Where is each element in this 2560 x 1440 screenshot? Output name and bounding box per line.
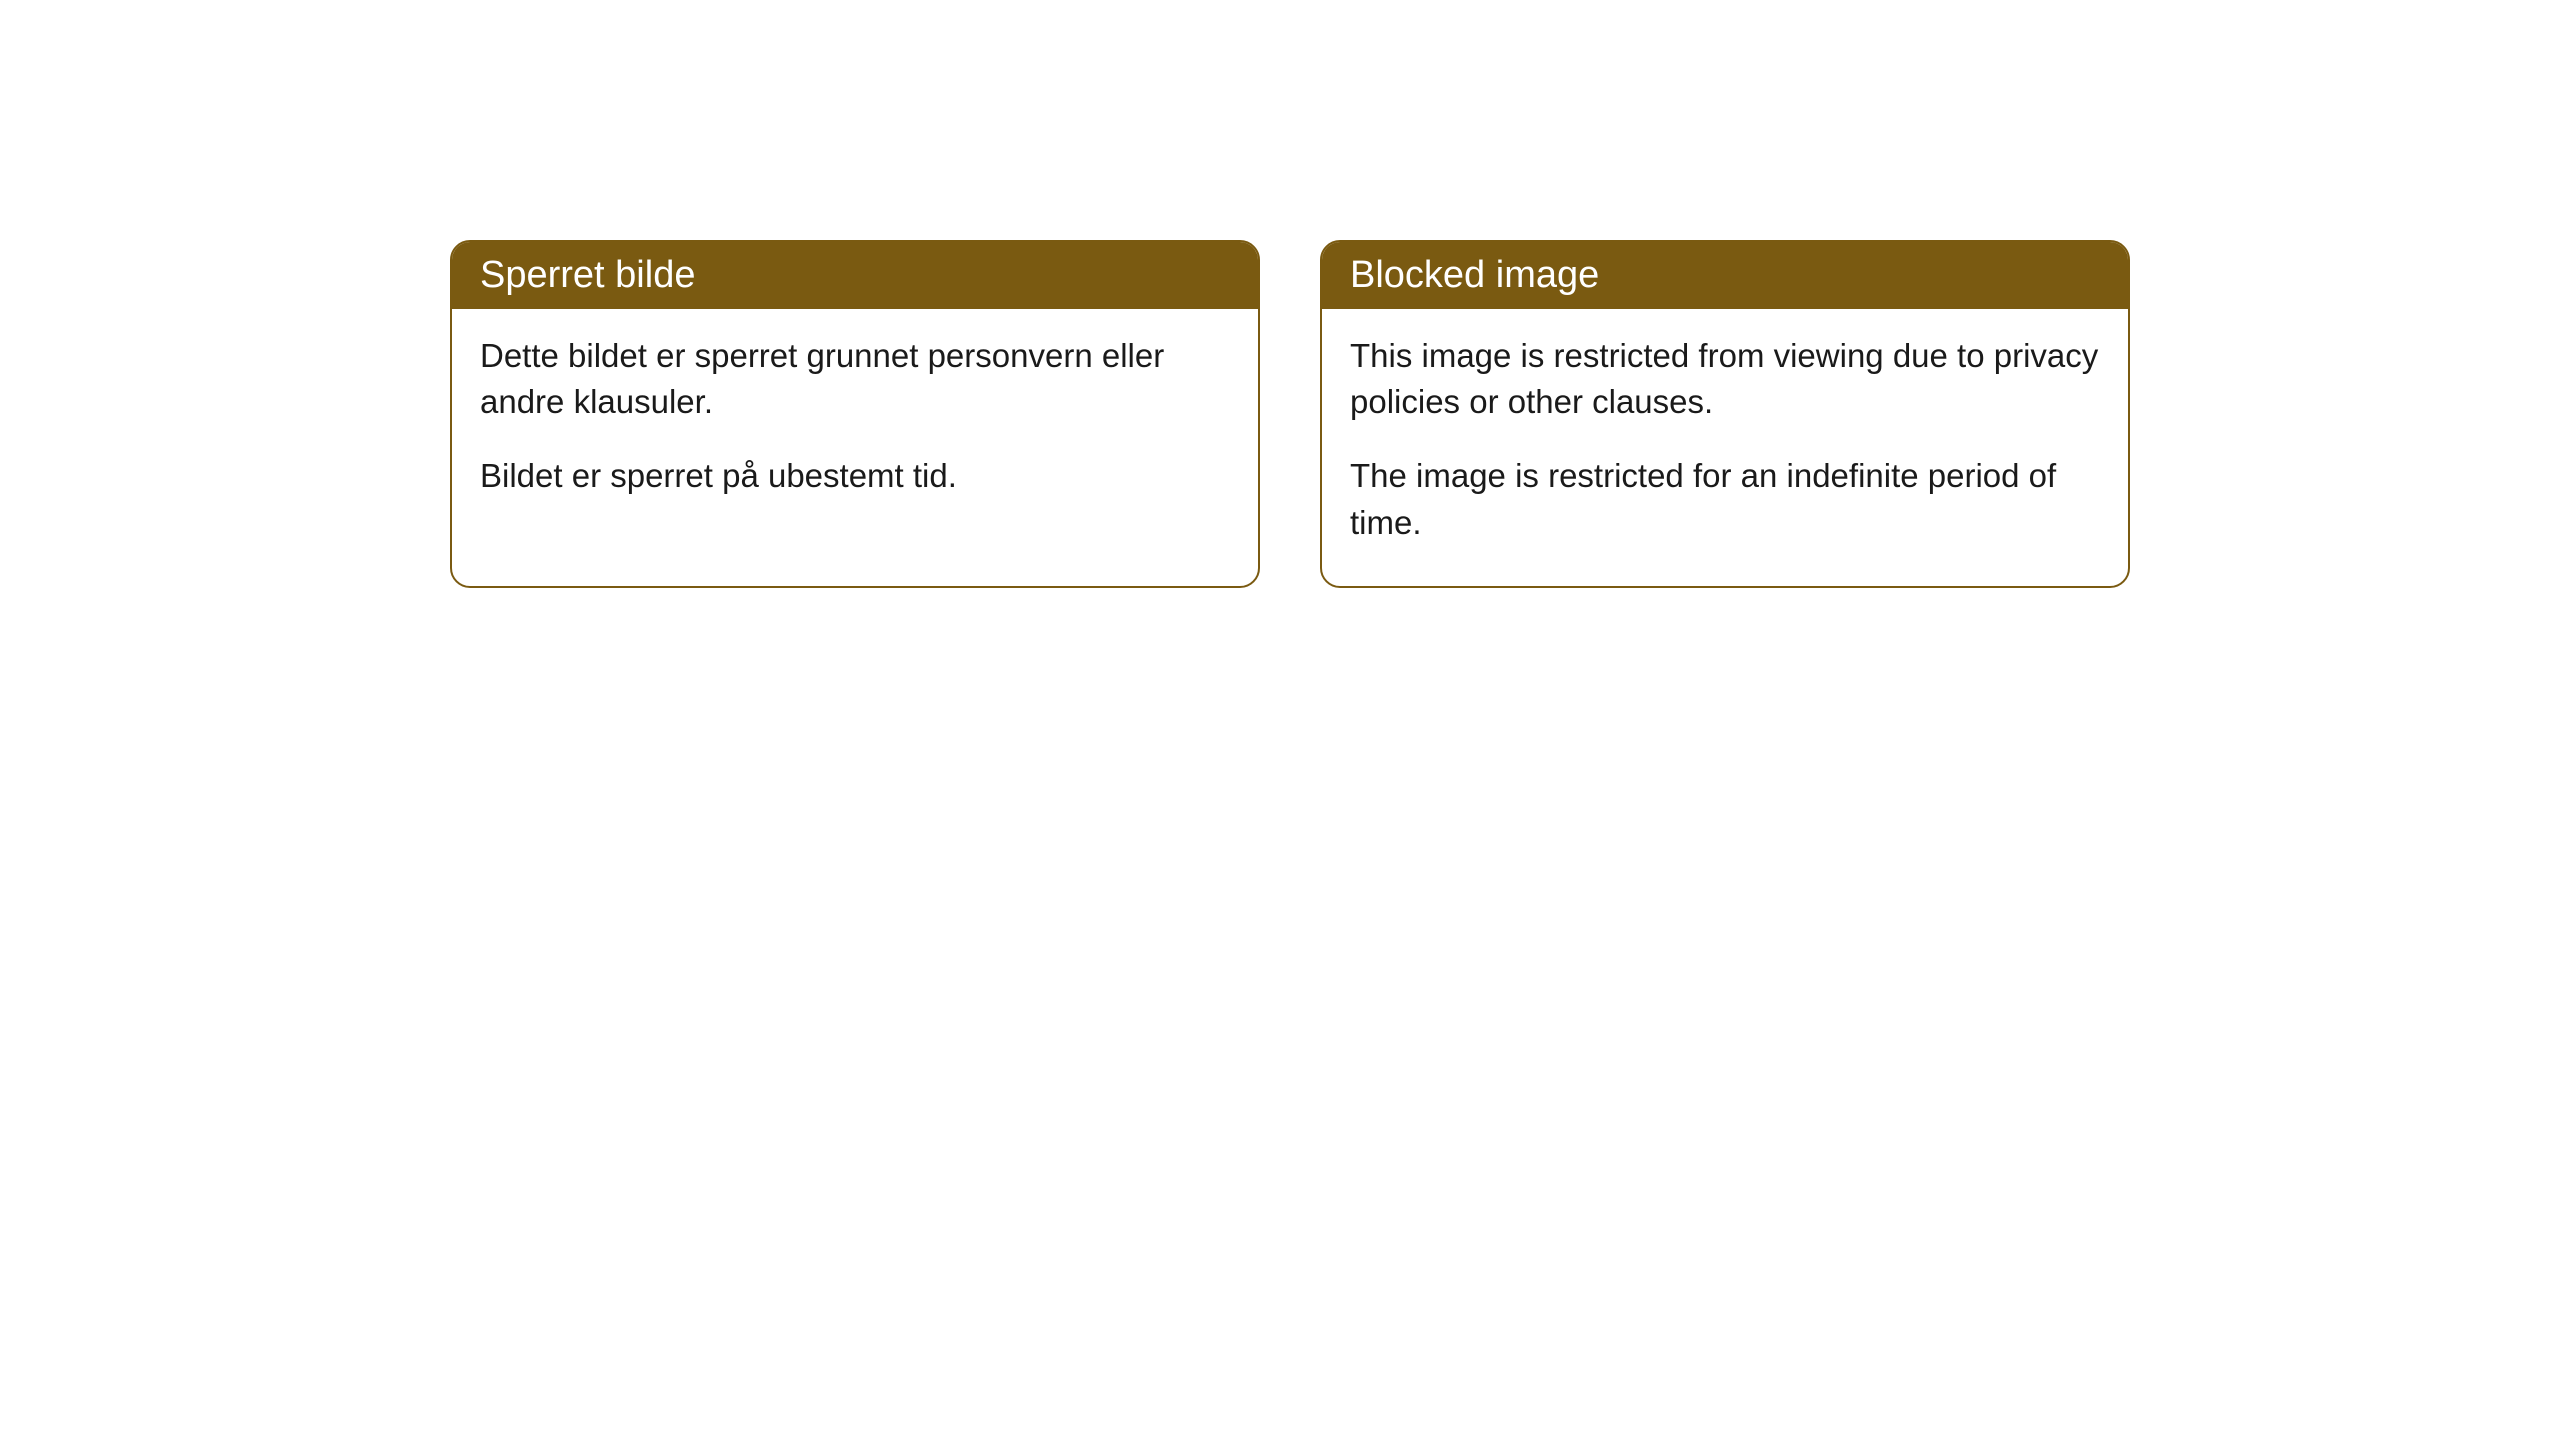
card-text-norwegian-1: Dette bildet er sperret grunnet personve… (480, 333, 1230, 425)
card-body-norwegian: Dette bildet er sperret grunnet personve… (452, 309, 1258, 540)
card-text-english-1: This image is restricted from viewing du… (1350, 333, 2100, 425)
card-title-english: Blocked image (1350, 254, 1599, 296)
card-text-english-2: The image is restricted for an indefinit… (1350, 453, 2100, 545)
blocked-image-card-norwegian: Sperret bilde Dette bildet er sperret gr… (450, 240, 1260, 588)
notice-container: Sperret bilde Dette bildet er sperret gr… (0, 0, 2560, 588)
card-title-norwegian: Sperret bilde (480, 254, 695, 296)
card-header-norwegian: Sperret bilde (452, 242, 1258, 309)
blocked-image-card-english: Blocked image This image is restricted f… (1320, 240, 2130, 588)
card-body-english: This image is restricted from viewing du… (1322, 309, 2128, 586)
card-header-english: Blocked image (1322, 242, 2128, 309)
card-text-norwegian-2: Bildet er sperret på ubestemt tid. (480, 453, 1230, 499)
